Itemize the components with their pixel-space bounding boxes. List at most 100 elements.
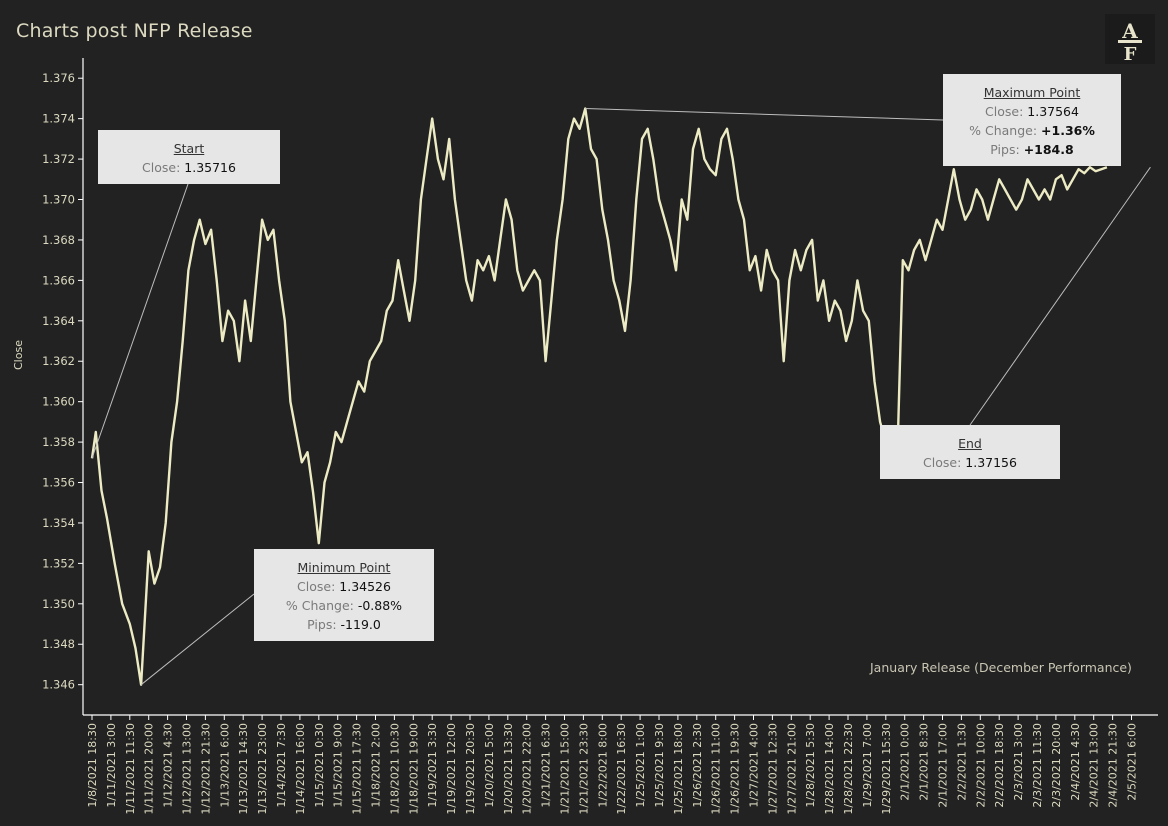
annotation-end-close-value: 1.37156 bbox=[965, 455, 1017, 470]
x-tick-label: 1/11/2021 20:00 bbox=[143, 723, 156, 815]
x-tick-label: 1/13/2021 14:30 bbox=[237, 723, 250, 815]
annotation-maximum-change-value: +1.36% bbox=[1041, 123, 1095, 138]
x-tick-label: 1/28/2021 14:00 bbox=[823, 723, 836, 815]
y-tick-label: 1.376 bbox=[42, 71, 75, 85]
x-tick-label: 2/3/2021 3:00 bbox=[1012, 723, 1025, 801]
y-tick-label: 1.360 bbox=[42, 395, 75, 409]
x-tick-label: 1/25/2021 18:00 bbox=[672, 723, 685, 815]
start-connector-line bbox=[91, 183, 189, 459]
y-tick-label: 1.366 bbox=[42, 273, 75, 287]
y-tick-label: 1.354 bbox=[42, 516, 75, 530]
x-tick-label: 1/19/2021 20:30 bbox=[464, 723, 477, 815]
x-tick-label: 1/18/2021 2:00 bbox=[370, 723, 383, 808]
x-tick-label: 1/27/2021 21:00 bbox=[785, 723, 798, 815]
annotation-maximum-close-label: Close: bbox=[985, 104, 1024, 119]
annotation-minimum-pips-label: Pips: bbox=[307, 617, 337, 632]
x-tick-label: 1/21/2021 6:30 bbox=[540, 723, 553, 808]
x-tick-label: 2/4/2021 4:30 bbox=[1069, 723, 1082, 801]
svg-text:F: F bbox=[1124, 44, 1137, 64]
y-tick-label: 1.374 bbox=[42, 112, 75, 126]
x-tick-label: 1/29/2021 7:00 bbox=[861, 723, 874, 808]
x-tick-label: 1/15/2021 9:00 bbox=[332, 723, 345, 808]
y-tick-label: 1.358 bbox=[42, 435, 75, 449]
annotation-maximum-change-label: % Change: bbox=[969, 123, 1038, 138]
x-tick-label: 1/15/2021 0:30 bbox=[313, 723, 326, 808]
annotation-end: End Close: 1.37156 bbox=[880, 425, 1060, 479]
y-tick-label: 1.356 bbox=[42, 476, 75, 490]
x-tick-label: 2/3/2021 11:30 bbox=[1031, 723, 1044, 808]
x-tick-label: 1/20/2021 5:00 bbox=[483, 723, 496, 808]
annotation-start-close-label: Close: bbox=[142, 160, 181, 175]
annotation-minimum: Minimum Point Close: 1.34526 % Change: -… bbox=[254, 549, 434, 641]
x-tick-label: 1/25/2021 1:00 bbox=[634, 723, 647, 808]
x-tick-label: 1/21/2021 23:30 bbox=[577, 723, 590, 815]
annotation-end-heading: End bbox=[958, 436, 982, 451]
annotation-maximum-pips-label: Pips: bbox=[990, 142, 1020, 157]
end-connector-line bbox=[969, 166, 1151, 426]
annotation-end-close-label: Close: bbox=[923, 455, 962, 470]
x-tick-label: 1/19/2021 12:00 bbox=[445, 723, 458, 815]
x-tick-label: 1/28/2021 22:30 bbox=[842, 723, 855, 815]
x-tick-label: 1/29/2021 15:30 bbox=[880, 723, 893, 815]
chart-title: Charts post NFP Release bbox=[16, 20, 253, 42]
close-series-line bbox=[90, 107, 1108, 686]
y-tick-label: 1.370 bbox=[42, 193, 75, 207]
x-tick-label: 1/19/2021 3:30 bbox=[426, 723, 439, 808]
x-tick-label: 2/3/2021 20:00 bbox=[1050, 723, 1063, 808]
y-tick-label: 1.372 bbox=[42, 152, 75, 166]
annotation-minimum-pips-value: -119.0 bbox=[340, 617, 381, 632]
y-tick-label: 1.352 bbox=[42, 556, 75, 570]
x-tick-label: 1/26/2021 2:30 bbox=[691, 723, 704, 808]
x-tick-label: 1/22/2021 16:30 bbox=[615, 723, 628, 815]
x-tick-label: 1/13/2021 6:00 bbox=[218, 723, 231, 808]
y-tick-label: 1.348 bbox=[42, 637, 75, 651]
minimum-connector-line bbox=[140, 593, 255, 686]
x-tick-label: 1/8/2021 18:30 bbox=[86, 723, 99, 808]
y-tick-label: 1.350 bbox=[42, 597, 75, 611]
annotation-maximum-pips-value: +184.8 bbox=[1023, 142, 1074, 157]
annotation-minimum-close-value: 1.34526 bbox=[339, 579, 391, 594]
x-tick-label: 1/22/2021 8:00 bbox=[596, 723, 609, 808]
x-tick-label: 2/5/2021 6:00 bbox=[1126, 723, 1139, 801]
x-tick-label: 1/12/2021 4:30 bbox=[162, 723, 175, 808]
x-tick-label: 2/4/2021 13:00 bbox=[1088, 723, 1101, 808]
x-tick-label: 1/11/2021 11:30 bbox=[124, 723, 137, 815]
logo-icon: A F bbox=[1105, 14, 1155, 64]
x-tick-label: 2/1/2021 8:30 bbox=[918, 723, 931, 801]
x-tick-label: 2/2/2021 18:30 bbox=[993, 723, 1006, 808]
x-tick-label: 1/18/2021 10:30 bbox=[388, 723, 401, 815]
annotation-start-heading: Start bbox=[173, 141, 205, 156]
x-tick-label: 1/12/2021 13:00 bbox=[181, 723, 194, 815]
x-tick-label: 1/13/2021 23:00 bbox=[256, 723, 269, 815]
x-tick-label: 1/18/2021 19:00 bbox=[407, 723, 420, 815]
x-tick-label: 2/1/2021 17:00 bbox=[937, 723, 950, 808]
x-tick-label: 2/2/2021 10:00 bbox=[974, 723, 987, 808]
annotation-minimum-change-value: -0.88% bbox=[357, 598, 403, 613]
x-tick-label: 1/27/2021 12:30 bbox=[766, 723, 779, 815]
x-tick-label: 2/4/2021 21:30 bbox=[1107, 723, 1120, 808]
x-tick-label: 2/2/2021 1:30 bbox=[955, 723, 968, 801]
annotation-minimum-change-label: % Change: bbox=[285, 598, 354, 613]
maximum-connector-line bbox=[585, 108, 944, 121]
x-tick-label: 1/21/2021 15:00 bbox=[559, 723, 572, 815]
y-tick-label: 1.362 bbox=[42, 354, 75, 368]
annotation-maximum-close-value: 1.37564 bbox=[1027, 104, 1079, 119]
x-tick-label: 1/25/2021 9:30 bbox=[653, 723, 666, 808]
annotation-minimum-close-label: Close: bbox=[297, 579, 336, 594]
x-tick-label: 1/12/2021 21:30 bbox=[199, 723, 212, 815]
annotation-maximum-heading: Maximum Point bbox=[983, 85, 1081, 100]
annotation-start: Start Close: 1.35716 bbox=[98, 130, 280, 184]
svg-text:A: A bbox=[1121, 19, 1138, 43]
x-tick-label: 1/27/2021 4:00 bbox=[748, 723, 761, 808]
x-tick-label: 1/20/2021 13:30 bbox=[502, 723, 515, 815]
x-tick-label: 1/26/2021 19:30 bbox=[729, 723, 742, 815]
annotation-start-close-value: 1.35716 bbox=[184, 160, 236, 175]
x-tick-label: 1/11/2021 3:00 bbox=[105, 723, 118, 808]
y-tick-label: 1.364 bbox=[42, 314, 75, 328]
x-tick-label: 1/20/2021 22:00 bbox=[521, 723, 534, 815]
x-tick-label: 1/14/2021 16:00 bbox=[294, 723, 307, 815]
annotation-minimum-heading: Minimum Point bbox=[297, 560, 391, 575]
x-tick-label: 2/1/2021 0:00 bbox=[899, 723, 912, 801]
y-tick-label: 1.368 bbox=[42, 233, 75, 247]
